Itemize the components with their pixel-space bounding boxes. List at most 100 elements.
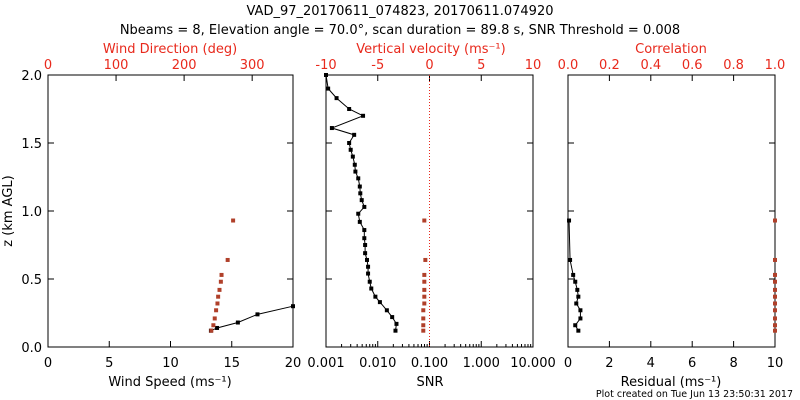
figure-subtitle: Nbeams = 8, Elevation angle = 70.0°, sca… [120,23,680,38]
height-axis-label: z (km AGL) [1,175,16,246]
top-tick-label: 0.4 [640,58,661,73]
x-tick-label: 0.010 [359,356,396,371]
data-point [214,308,219,313]
data-point [352,132,357,137]
data-point [209,328,214,333]
data-point [773,294,777,299]
data-point [773,287,777,292]
data-point [357,184,362,189]
x-tick-label: 20 [285,356,302,371]
data-point [578,316,583,321]
top-tick-label: 0.2 [599,58,620,73]
data-point [362,204,367,209]
data-point [353,169,358,174]
data-point [357,219,362,224]
x-tick-label: 0.100 [411,356,448,371]
data-point [773,316,777,321]
x-tick-label: 10 [767,356,784,371]
x-tick-label: 10.000 [510,356,556,371]
top-tick-label: 0.6 [682,58,703,73]
residual-axis-label: Residual (ms⁻¹) [621,375,722,390]
snr-velocity-panel: Vertical velocity (ms⁻¹) SNR 0.001 0.010 0… [307,42,555,390]
data-point [574,301,579,306]
x-tick-label: 6 [688,356,696,371]
figure-title: VAD_97_20170611_074823, 20170611.074920 [247,4,554,19]
data-point [576,328,581,333]
data-point [219,272,224,277]
data-point [421,323,426,328]
plot-created-footer: Plot created on Tue Jun 13 23:50:31 2017 [596,389,793,400]
y-tick-label: 2.0 [21,69,42,84]
data-point [347,141,352,145]
top-tick-label: 100 [104,58,129,73]
data-point [329,126,334,131]
y-tick-label: 0.5 [21,273,42,288]
data-point [421,328,426,333]
data-point [567,218,572,223]
top-tick-label: 200 [172,58,197,73]
data-point [215,301,220,306]
data-point [362,236,367,241]
data-point [423,257,428,262]
top-tick-label: 0.0 [558,58,579,73]
data-point [218,279,223,284]
data-point [422,279,427,284]
data-point [576,294,581,299]
x-tick-label: 0.001 [307,356,344,371]
data-point [377,300,382,305]
top-tick-label: -5 [371,58,384,73]
data-point [358,191,363,196]
data-point [326,86,331,91]
data-point [216,294,221,299]
data-point [324,73,328,77]
x-tick-label: 0 [44,356,52,371]
data-point [334,96,339,101]
data-point [421,316,426,321]
x-tick-label: 0 [564,356,572,371]
data-point [773,301,777,306]
top-tick-label: 0 [425,58,433,73]
data-point [573,279,578,284]
data-point [393,328,398,333]
residual-correlation-panel: Correlation Residual (ms⁻¹) 0 2 4 6 8 10 0.0 0.… [558,42,786,390]
data-point [350,154,355,159]
data-point [394,321,399,326]
data-point [215,325,220,330]
data-point [571,272,576,277]
data-point [359,198,364,203]
data-point [573,323,578,328]
top-tick-label: 1.0 [765,58,786,73]
y-tick-label: 1.5 [21,137,42,152]
x-tick-label: 4 [647,356,655,371]
top-tick-label: 0.8 [723,58,744,73]
data-point [366,264,371,269]
data-point [773,328,777,333]
data-point [773,257,777,262]
data-point [568,257,573,262]
data-point [217,287,222,292]
data-point [773,272,777,277]
wind-panel: Wind Direction (deg) Wind Speed (ms⁻¹) z… [1,42,301,390]
data-point [422,301,427,306]
snr-axis-label: SNR [416,375,443,390]
data-point [291,304,295,309]
data-point [384,308,389,313]
x-tick-label: 1.000 [463,356,500,371]
series-line-middle-0 [325,74,397,331]
data-point [363,243,368,247]
wind-speed-axis-label: Wind Speed (ms⁻¹) [108,375,231,390]
x-tick-label: 5 [105,356,113,371]
data-point [211,323,216,328]
data-point [422,218,427,223]
x-tick-label: 2 [605,356,613,371]
data-point [231,218,236,223]
y-tick-label: 1.0 [21,205,42,220]
residual-panel-frame [567,74,776,348]
data-point [362,228,367,233]
data-point [348,147,353,152]
x-tick-label: 15 [223,356,240,371]
series-line-left-0 [210,305,294,332]
data-point [363,251,368,256]
top-tick-label: -10 [315,58,336,73]
